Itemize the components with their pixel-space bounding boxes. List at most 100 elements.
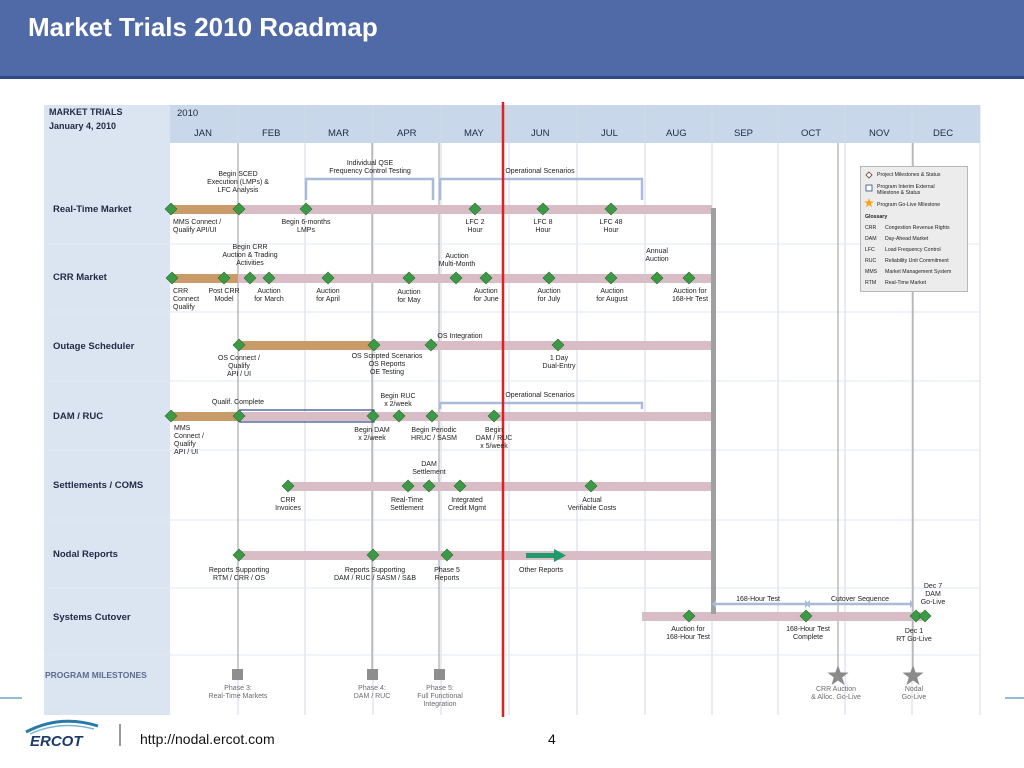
sc-milestone-4 [918,609,932,623]
crr-label-annual: Annual Auction [645,248,669,263]
set-milestone-2 [401,479,415,493]
crr-label-connect: CRR Connect Qualify [173,288,200,311]
month-feb: FEB [262,128,281,139]
nr-label-phase5: Phase 5 Reports [434,567,460,582]
crr-milestone-3 [243,271,257,285]
nr-milestone-1 [232,548,246,562]
month-jul: JUL [601,128,618,139]
legend-item-golive: Program Go-Live Milestone [877,202,941,208]
crr-milestone-10 [604,271,618,285]
rt-label-qse: Individual QSE Frequency Control Testing [329,160,411,175]
footer-url[interactable]: http://nodal.ercot.com [140,731,275,747]
dam-milestone-2 [232,409,246,423]
header-band [170,105,980,143]
nr-label-rtm: Reports Supporting RTM / CRR / OS [208,567,270,582]
set-milestone-4 [453,479,467,493]
glossary-def-lfc: Load Frequency Control [885,247,941,253]
os-milestone-4 [551,338,565,352]
row-label-outage: Outage Scheduler [53,341,135,352]
ercot-logo: ERCOT [25,719,99,750]
sc-label-complete: 168-Hour Test Complete [786,626,830,641]
sc-milestone-1 [682,609,696,623]
crr-bar-done [170,274,238,283]
pm-label-crr-golive: CRR Auction & Alloc. Go-Live [811,686,861,701]
month-mar: MAR [328,128,350,139]
os-milestone-1 [232,338,246,352]
crr-milestone-11 [650,271,664,285]
nr-bar [238,551,712,560]
month-oct: OCT [801,128,822,139]
set-label-crrinv: CRR Invoices [275,497,301,512]
set-milestone-3 [422,479,436,493]
crr-golive-star-icon [827,665,849,685]
legend-item-project: Project Milestones & Status [877,172,941,178]
legend-glossary-title: Glossary [865,214,888,220]
glossary-abbr-lfc: LFC [865,247,875,253]
set-milestone-5 [584,479,598,493]
row-label-crr: CRR Market [53,272,107,283]
header-line1: MARKET TRIALS [49,107,123,117]
crr-milestone-8 [479,271,493,285]
glossary-abbr-crr: CRR [865,225,877,231]
rt-label-mms: MMS Connect / Qualify API/UI [173,219,222,234]
golive-milestone-star-icon [864,198,874,208]
phase3-square [232,669,243,680]
nr-milestone-3 [440,548,454,562]
nr-milestone-2 [366,548,380,562]
glossary-def-dam: Day-Ahead Market [885,236,929,242]
month-jan: JAN [194,128,212,139]
month-sep: SEP [734,128,754,139]
set-label-damsettle: DAM Settlement [412,461,446,476]
month-jun: JUN [531,128,550,139]
crr-milestone-4 [262,271,276,285]
crr-label-168hr: Auction for 168-Hr Test [671,288,709,303]
row-separators [44,243,980,656]
crr-milestone-9 [542,271,556,285]
dam-label-mms: MMS Connect / Qualify API / UI [174,425,204,456]
dam-label-qualif: Qualif. Complete [211,399,265,406]
legend-box: Project Milestones & Status Program Inte… [860,166,968,292]
pm-label-phase3: Phase 3: Real-Time Markets [208,685,268,700]
crr-milestone-2 [217,271,231,285]
rt-milestone-2 [232,202,246,216]
rt-label-lfc8: LFC 8 Hour [533,219,553,234]
rt-milestone-4 [468,202,482,216]
dam-label-begindam: Begin DAM x 2/week [354,427,390,442]
dam-bar [238,412,712,421]
logo-wordmark: ERCOT [30,733,84,750]
row-label-nodal: Nodal Reports [53,549,118,560]
glossary-def-ruc: Reliability Unit Commitment [885,258,949,264]
rt-label-6mo: Begin 6-months LMPs [281,219,331,234]
sc-bar [642,612,926,621]
row-label-dam: DAM / RUC [53,411,104,422]
os-milestone-3 [424,338,438,352]
pm-label-phase5: Phase 5: Full Functional Integration [417,685,463,708]
glossary-abbr-rtm: RTM [865,280,877,286]
os-bar [374,341,712,350]
rt-milestone-6 [604,202,618,216]
pm-label-phase4: Phase 4: DAM / RUC [353,685,391,700]
header-line2: January 4, 2010 [49,121,117,131]
glossary-abbr-dam: DAM [865,236,877,242]
arrow-head-1 [712,600,716,608]
row-label-settlements: Settlements / COMS [53,480,144,491]
month-aug: AUG [666,128,687,139]
os-label-integration: OS Integration [437,333,483,340]
crr-label-may: Auction for May [397,289,421,304]
month-dec: DEC [933,128,954,139]
slide-title: Market Trials 2010 Roadmap [28,12,378,42]
glossary-def-crr: Congestion Revenue Rights [885,225,950,231]
set-label-rtsettle: Real-Time Settlement [390,497,424,512]
row-label-real-time: Real-Time Market [53,204,132,215]
set-label-credit: Integrated Credit Mgmt [447,497,487,512]
dam-milestone-3 [366,409,380,423]
crr-label-july: Auction for July [537,288,561,303]
os-label-scripted: OS Scripted Scenarios OS Reports OE Testin… [351,353,423,376]
dam-label-beginruc: Begin RUC x 2/week [380,393,416,408]
crr-label-april: Auction for April [316,288,340,303]
other-reports-arrow-head [554,549,566,562]
dam-milestone-1 [164,409,178,423]
sc-label-cutover: Cutover Sequence [831,596,889,603]
rt-milestone-5 [536,202,550,216]
